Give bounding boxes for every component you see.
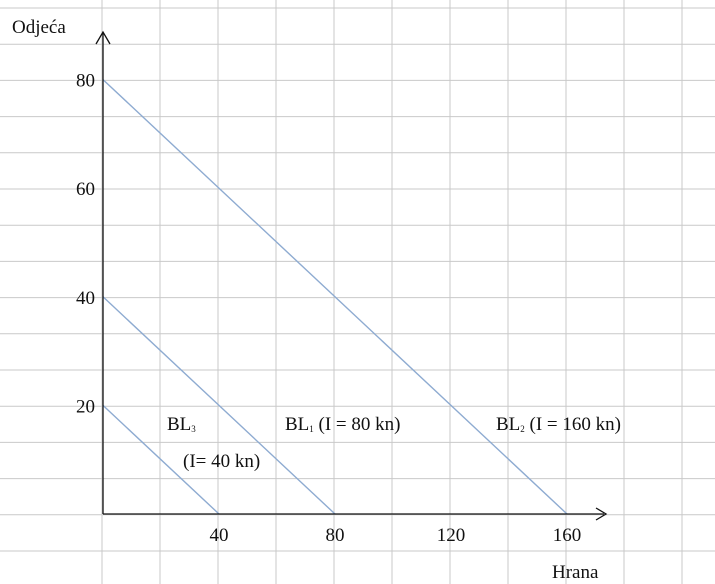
bl3-income-label: (I= 40 kn) [183, 451, 260, 472]
x-tick-label: 40 [210, 525, 229, 546]
axes [95, 30, 608, 521]
x-tick-label: 160 [553, 525, 582, 546]
tick-labels: 40 80 120 160 20 40 60 80 [76, 71, 581, 546]
bl2-label: BL2 (I = 160 kn) [496, 414, 621, 435]
x-axis-label: Hrana [552, 562, 599, 583]
x-tick-label: 120 [437, 525, 466, 546]
y-axis-label: Odjeća [12, 17, 66, 38]
bl1-label: BL1 (I = 80 kn) [285, 414, 400, 435]
x-tick-label: 80 [326, 525, 345, 546]
budget-lines [102, 79, 568, 515]
series-line-bl3 [102, 404, 220, 515]
bl3-label: BL3 [167, 414, 196, 435]
y-axis-arrow-icon [95, 30, 111, 45]
y-tick-label: 60 [76, 179, 95, 200]
series-line-bl2 [102, 79, 568, 515]
y-tick-label: 40 [76, 288, 95, 309]
y-tick-label: 80 [76, 71, 95, 92]
x-axis-arrow-icon [595, 507, 608, 521]
series-line-bl1 [102, 296, 336, 515]
y-tick-label: 20 [76, 396, 95, 417]
